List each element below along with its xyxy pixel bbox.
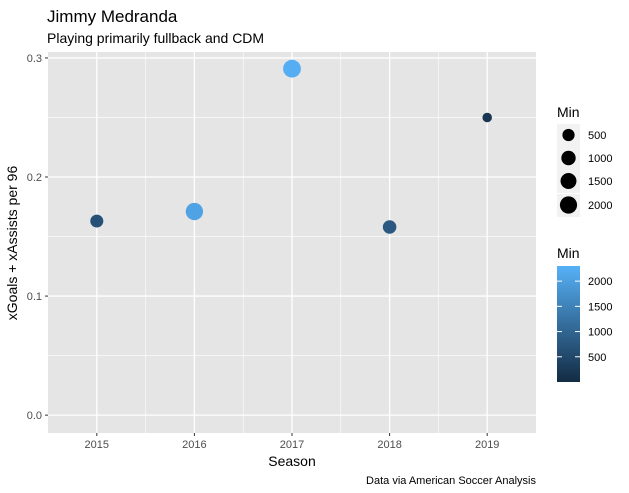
x-tick-label: 2016 (182, 439, 206, 451)
data-point (283, 59, 301, 78)
y-tick-label: 0.3 (27, 53, 42, 65)
size-legend-label: 2000 (588, 200, 612, 212)
x-axis-ticks: 2015 2016 2017 2018 2019 (85, 433, 499, 451)
x-tick-label: 2015 (85, 439, 109, 451)
size-legend-dot (562, 128, 575, 142)
size-legend-label: 500 (588, 130, 606, 142)
size-legend-label: 1500 (588, 176, 612, 188)
y-tick-label: 0.0 (27, 410, 42, 422)
data-point (382, 220, 397, 234)
size-legend-title: Min (557, 104, 580, 120)
data-points (90, 59, 492, 234)
data-point (90, 214, 104, 228)
x-tick-label: 2019 (475, 439, 499, 451)
y-tick-label: 0.1 (27, 291, 42, 303)
color-legend: Min 500 1000 1500 2000 (557, 245, 612, 382)
x-tick-label: 2018 (377, 439, 401, 451)
y-axis-title: xGoals + xAssists per 96 (4, 166, 20, 321)
size-legend-dot (560, 173, 577, 189)
color-legend-label: 1000 (588, 327, 612, 339)
color-legend-label: 500 (588, 352, 606, 364)
chart-caption: Data via American Soccer Analysis (366, 475, 536, 487)
data-point (482, 112, 492, 123)
chart-subtitle: Playing primarily fullback and CDM (47, 30, 264, 46)
y-axis-ticks: 0.0 0.1 0.2 0.3 (27, 53, 48, 422)
size-legend-dot (559, 196, 578, 214)
chart-title: Jimmy Medranda (47, 7, 178, 26)
color-legend-label: 1500 (588, 301, 612, 313)
size-legend-label: 1000 (588, 153, 612, 165)
color-legend-title: Min (557, 245, 580, 261)
size-legend-dot (561, 150, 576, 166)
y-tick-label: 0.2 (27, 172, 42, 184)
color-legend-bar (557, 266, 580, 382)
color-legend-label: 2000 (588, 276, 612, 288)
x-axis-title: Season (268, 453, 315, 469)
x-tick-label: 2017 (280, 439, 304, 451)
major-gridlines (48, 52, 536, 433)
size-legend: Min 500 1000 1500 2000 (557, 104, 612, 217)
data-point (185, 202, 204, 221)
